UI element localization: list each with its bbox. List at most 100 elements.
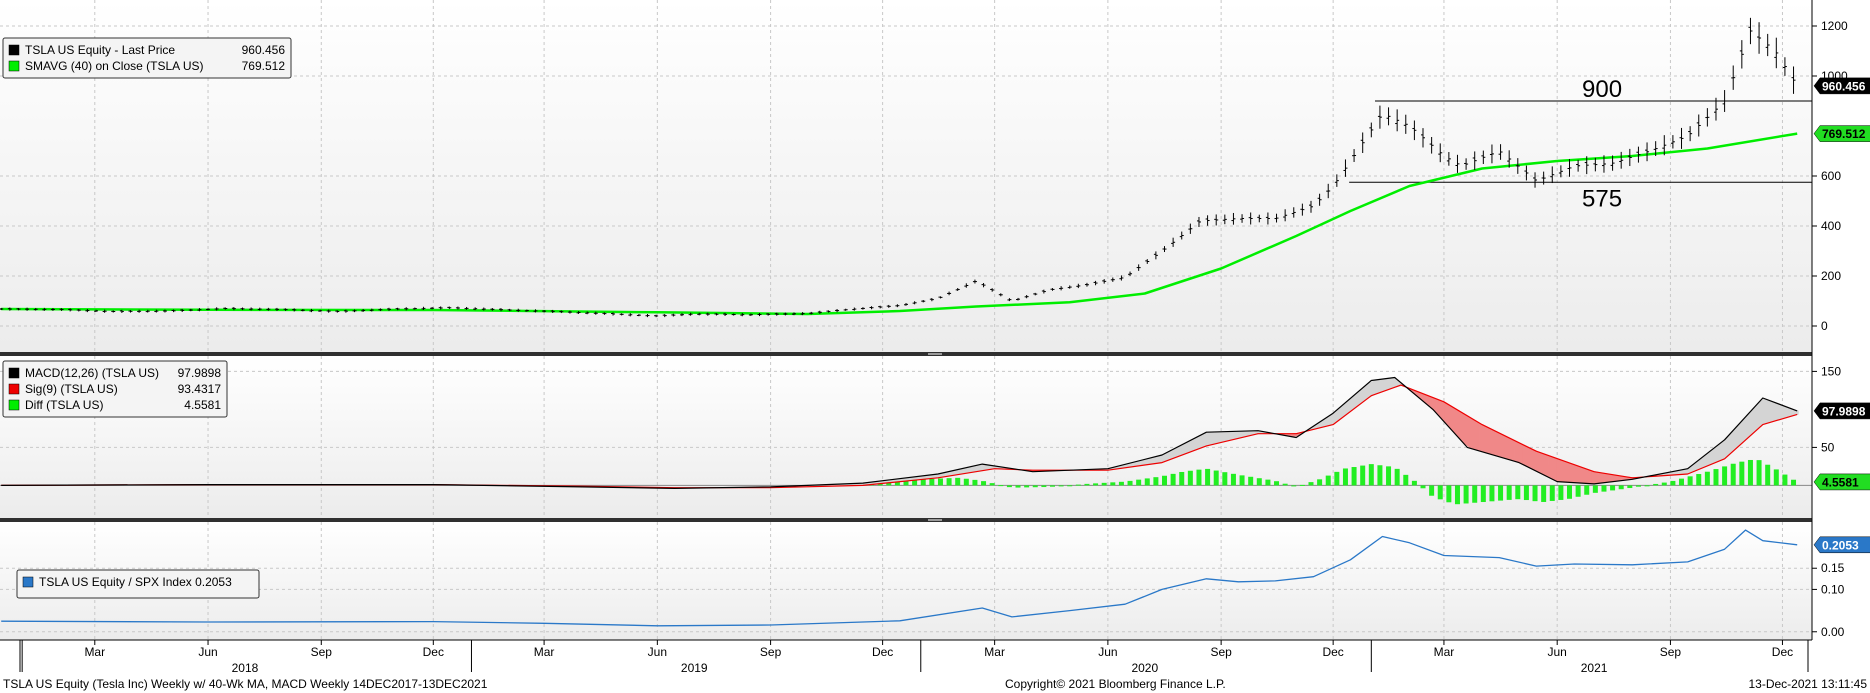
diff-bar (1153, 477, 1159, 486)
diff-bar (1239, 475, 1245, 486)
resize-handle[interactable] (928, 519, 942, 521)
diff-bar (1549, 485, 1555, 501)
last-value-tag: 769.512 (1813, 125, 1870, 142)
diff-bar (1222, 472, 1228, 486)
x-year-label: 2018 (232, 661, 259, 675)
diff-bar (1679, 478, 1685, 486)
diff-bar (1696, 474, 1702, 486)
tag-value: 4.5581 (1822, 475, 1859, 489)
diff-bar (1601, 485, 1607, 492)
tag-background (1813, 473, 1870, 491)
macd-line (1, 376, 1798, 489)
diff-bar (1041, 485, 1047, 488)
x-month-label: Jun (648, 645, 667, 659)
diff-bar (1403, 474, 1409, 486)
x-year-label: 2020 (1131, 661, 1158, 675)
price-plot (0, 17, 1812, 318)
macd-fill-segment (1763, 398, 1773, 425)
last-value-tag: 0.2053 (1813, 536, 1870, 554)
footer-title: TSLA US Equity (Tesla Inc) Weekly w/ 40-… (3, 677, 488, 691)
y-tick-label: 150 (1821, 364, 1841, 378)
diff-bar (1015, 485, 1021, 488)
diff-bar (1610, 485, 1616, 491)
diff-bar (955, 477, 961, 486)
diff-bar (1472, 485, 1478, 503)
diff-bar (1230, 473, 1236, 486)
diff-bar (1498, 485, 1504, 501)
diff-bar (1739, 461, 1745, 486)
x-month-label: Sep (1210, 645, 1232, 659)
diff-bar (1411, 480, 1417, 486)
tag-value: 97.9898 (1822, 404, 1866, 418)
diff-bar (1558, 485, 1564, 500)
last-value-tag: 97.9898 (1813, 402, 1870, 420)
x-month-label: Dec (423, 645, 444, 659)
macd-fill-segment (1556, 458, 1567, 483)
macd-plot (0, 376, 1812, 505)
legend-value: 960.456 (242, 43, 286, 57)
diff-bar (1110, 482, 1116, 486)
diff-bar (1196, 469, 1202, 486)
legend-label: Diff (TSLA US) (25, 398, 103, 412)
diff-bar (1144, 478, 1150, 486)
diff-bar (1325, 475, 1331, 486)
x-axis: Mar Jun Sep Dec Mar Jun Sep Dec Mar Jun Sep Dec Mar J… (19, 640, 1809, 675)
last-value-tag: 4.5581 (1813, 473, 1870, 491)
x-month-label: Mar (534, 645, 555, 659)
last-value-tag: 960.456 (1813, 77, 1870, 95)
footer-timestamp: 13-Dec-2021 13:11:45 (1748, 677, 1867, 691)
diff-bar (1773, 469, 1779, 486)
legend-label: Sig(9) (TSLA US) (25, 382, 118, 396)
panel-separator[interactable] (0, 352, 1812, 356)
diff-bar (1420, 485, 1426, 489)
diff-bar (1644, 485, 1650, 487)
diff-bar (1368, 464, 1374, 486)
level-annotation: 900 (1582, 76, 1622, 103)
footer-copyright: Copyright© 2021 Bloomberg Finance L.P. (1005, 677, 1226, 691)
diff-bar (1454, 485, 1460, 505)
diff-bar (1101, 482, 1107, 486)
diff-bar (1584, 485, 1590, 495)
legend-swatch (8, 367, 20, 379)
diff-bar (1049, 485, 1055, 487)
diff-bar (1308, 482, 1314, 486)
diff-bar (1791, 479, 1797, 486)
diff-bar (1592, 485, 1598, 493)
legend-swatch (8, 44, 20, 56)
diff-bar (989, 483, 995, 486)
diff-bar (1213, 470, 1219, 486)
macd-fill-segment (1479, 422, 1489, 454)
diff-bar (981, 481, 987, 486)
diff-bar (1713, 469, 1719, 486)
diff-bar (1394, 468, 1400, 486)
diff-bar (1747, 459, 1753, 486)
legend-swatch (8, 60, 20, 72)
diff-bar (1058, 485, 1064, 487)
diff-bar (886, 481, 892, 486)
diff-bar (946, 478, 952, 486)
macd-panel (0, 356, 1812, 518)
y-tick-label: 400 (1821, 219, 1841, 233)
x-year-label: 2019 (681, 661, 708, 675)
diff-bar (1377, 465, 1383, 486)
legend-frame (2, 37, 292, 79)
x-month-label: Mar (984, 645, 1005, 659)
diff-bar (1265, 479, 1271, 486)
x-month-label: Jun (1098, 645, 1117, 659)
diff-bars (860, 459, 1797, 505)
price-bars (0, 17, 1796, 318)
y-tick-label: 0.10 (1821, 582, 1845, 596)
panel-separator[interactable] (0, 518, 1812, 522)
y-tick-label: 0.00 (1821, 625, 1845, 639)
diff-bar (1653, 483, 1659, 486)
diff-bar (1032, 485, 1038, 488)
legend-box: MACD(12,26) (TSLA US) 97.9898 Sig(9) (TSLA… (2, 360, 228, 418)
x-month-label: Jun (198, 645, 217, 659)
diff-bar (1515, 485, 1521, 500)
legend-label: SMAVG (40) on Close (TSLA US) (25, 59, 204, 73)
resize-handle[interactable] (928, 353, 942, 355)
legend-value: 4.5581 (184, 398, 221, 412)
x-month-label: Dec (872, 645, 893, 659)
diff-bar (1093, 483, 1099, 486)
diff-bar (972, 479, 978, 486)
